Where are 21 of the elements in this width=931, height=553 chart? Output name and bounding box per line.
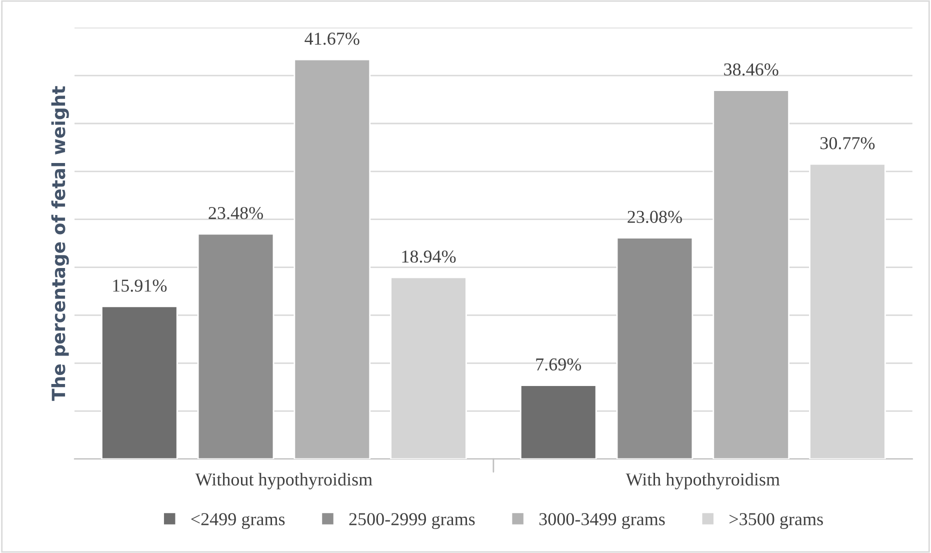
x-tick-label: Without hypothyroidism [195, 472, 372, 490]
data-label: 18.94% [402, 250, 456, 263]
legend-label: 3000-3499 grams [539, 513, 665, 530]
legend-label: <2499 grams [191, 513, 285, 530]
legend-label: >3500 grams [730, 513, 823, 530]
bar [520, 384, 597, 459]
bar [616, 237, 694, 459]
data-label: 15.91% [113, 280, 167, 292]
y-axis-title: The percentage of fetal weight [51, 86, 69, 401]
bar [294, 58, 371, 459]
x-tick-label: With hypothyroidism [626, 472, 780, 490]
data-label: 23.48% [208, 206, 263, 220]
bar [712, 90, 790, 459]
data-label: 30.77% [820, 137, 875, 150]
data-label: 41.67% [304, 32, 360, 45]
bar [101, 306, 178, 459]
data-label: 23.08% [628, 210, 682, 224]
bar [197, 233, 274, 459]
data-label: 38.46% [724, 63, 778, 76]
legend-label: 2500-2999 grams [349, 513, 475, 530]
data-label: 7.69% [536, 358, 582, 371]
